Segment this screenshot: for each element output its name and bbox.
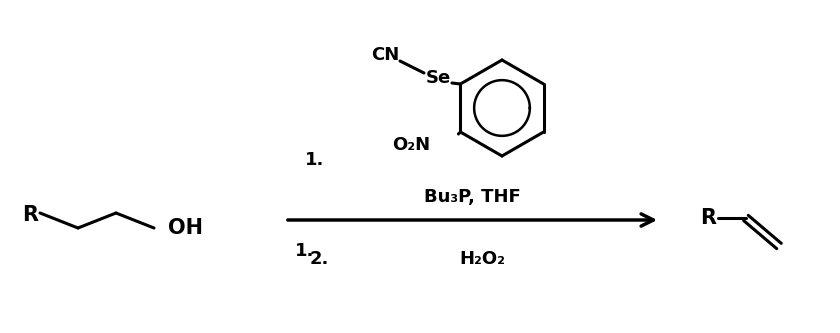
- Text: R: R: [22, 205, 38, 225]
- Text: R: R: [700, 208, 716, 228]
- Text: O₂N: O₂N: [392, 136, 430, 154]
- Text: Se: Se: [425, 69, 450, 87]
- Text: OH: OH: [168, 218, 203, 238]
- Text: 1.: 1.: [295, 242, 314, 260]
- Text: 1.: 1.: [305, 151, 324, 169]
- Text: H₂O₂: H₂O₂: [459, 250, 506, 268]
- Text: Bu₃P, THF: Bu₃P, THF: [424, 188, 521, 206]
- Text: CN: CN: [371, 46, 399, 64]
- Text: 2.: 2.: [310, 250, 329, 268]
